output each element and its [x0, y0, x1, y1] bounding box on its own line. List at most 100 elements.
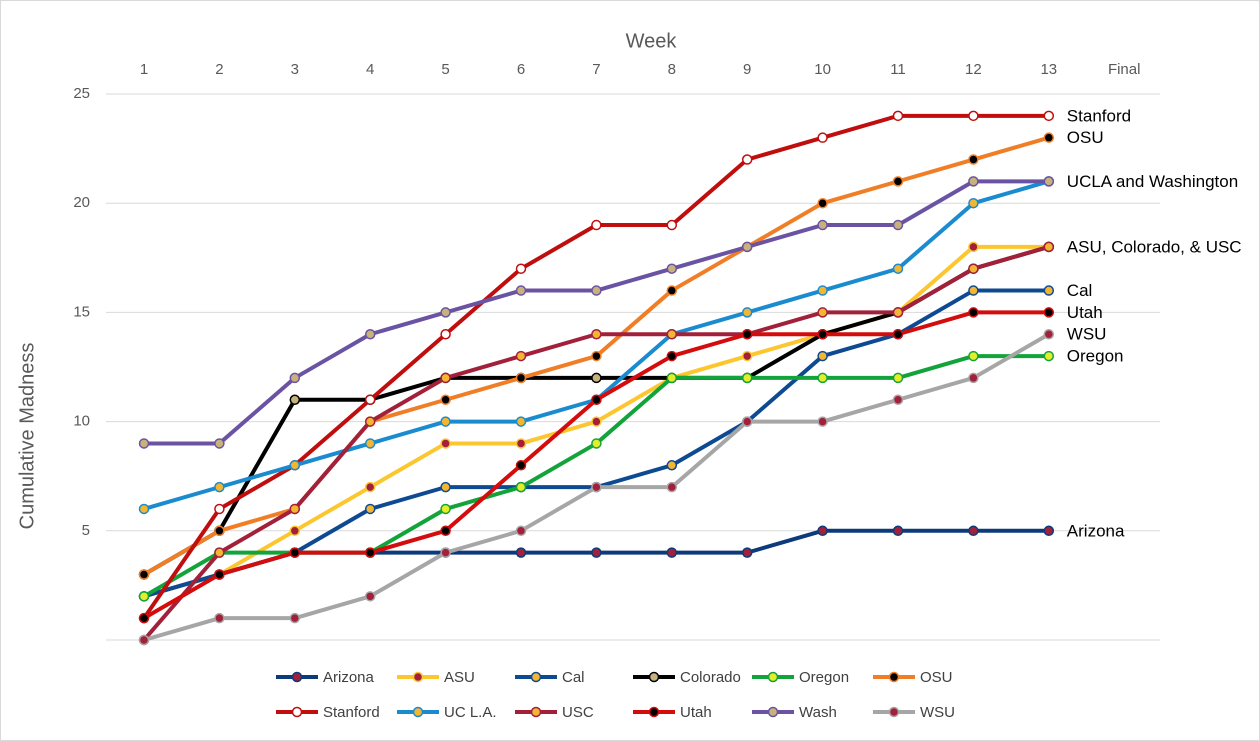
data-point: [1043, 285, 1055, 296]
data-point: [817, 132, 828, 143]
legend-label: Arizona: [323, 669, 375, 686]
data-point: [138, 634, 150, 646]
data-point: [214, 547, 225, 558]
legend-marker: [530, 706, 542, 718]
data-point: [440, 438, 451, 449]
data-point: [892, 176, 904, 187]
y-tick-label: 15: [73, 303, 90, 320]
data-point: [741, 328, 753, 340]
series-end-label: WSU: [1067, 325, 1107, 344]
legend-item: UC L.A.: [397, 704, 497, 721]
data-point: [440, 307, 451, 318]
data-point: [892, 219, 904, 231]
data-point: [741, 416, 753, 427]
data-point: [289, 394, 301, 406]
data-point: [440, 394, 451, 406]
legend-item: Utah: [633, 704, 712, 721]
legend-item: Stanford: [276, 704, 380, 721]
legend-marker: [412, 706, 424, 718]
data-point: [892, 328, 904, 340]
legend-label: UC L.A.: [444, 704, 497, 721]
data-point: [591, 372, 602, 384]
data-point: [591, 219, 602, 231]
data-point: [666, 350, 678, 362]
data-point: [515, 263, 527, 274]
data-point: [968, 525, 979, 537]
legend-item: WSU: [873, 704, 955, 721]
legend-item: Cal: [515, 669, 585, 686]
data-point: [892, 307, 904, 318]
data-point: [440, 328, 451, 340]
legend-label: Utah: [680, 704, 712, 721]
data-point: [968, 372, 979, 384]
data-point: [591, 328, 602, 340]
legend-label: Stanford: [323, 704, 380, 721]
data-point: [817, 350, 828, 362]
data-point: [817, 219, 828, 231]
data-point: [289, 525, 301, 537]
series-end-label: Utah: [1067, 303, 1103, 322]
data-point: [214, 438, 225, 449]
legend-item: Colorado: [633, 669, 741, 686]
data-point: [138, 612, 150, 624]
data-point: [364, 394, 376, 406]
x-tick-label: 7: [592, 61, 600, 78]
data-point: [214, 612, 225, 624]
series-end-label: Stanford: [1067, 106, 1131, 125]
data-point: [591, 394, 602, 406]
data-point: [817, 372, 828, 384]
data-point: [515, 416, 527, 427]
series-end-label: Cal: [1067, 281, 1093, 300]
legend-marker: [767, 706, 779, 718]
legend-label: ASU: [444, 669, 475, 686]
data-point: [1043, 110, 1055, 122]
data-point: [515, 547, 527, 558]
data-point: [1043, 307, 1055, 318]
data-point: [1043, 525, 1055, 537]
y-tick-label: 25: [73, 85, 90, 102]
legend-marker: [888, 706, 900, 718]
data-point: [364, 438, 376, 449]
series-end-label: Arizona: [1067, 521, 1125, 540]
legend-item: OSU: [873, 669, 953, 686]
data-point: [817, 197, 828, 209]
data-point: [968, 110, 979, 122]
data-point: [1043, 350, 1055, 362]
data-point: [214, 503, 225, 515]
legend-marker: [412, 671, 424, 683]
data-point: [666, 481, 678, 493]
data-point: [364, 503, 376, 515]
data-point: [892, 394, 904, 406]
data-point: [968, 307, 979, 318]
x-tick-label: 5: [441, 61, 449, 78]
legend-marker: [648, 671, 660, 683]
data-point: [515, 350, 527, 362]
series-end-label: OSU: [1067, 128, 1104, 147]
data-point: [1043, 176, 1055, 187]
x-tick-label: 10: [814, 61, 831, 78]
data-point: [1043, 132, 1055, 143]
legend-label: OSU: [920, 669, 953, 686]
data-point: [591, 350, 602, 362]
data-point: [591, 481, 602, 493]
data-point: [364, 591, 376, 602]
data-point: [968, 241, 979, 253]
data-point: [741, 372, 753, 384]
data-point: [138, 591, 150, 602]
x-axis-title: Week: [626, 30, 678, 52]
data-point: [440, 372, 451, 384]
data-point: [138, 569, 150, 580]
data-point: [968, 350, 979, 362]
data-point: [741, 307, 753, 318]
data-point: [968, 285, 979, 296]
x-tick-label: 4: [366, 61, 374, 78]
data-point: [666, 372, 678, 384]
data-point: [968, 263, 979, 274]
data-point: [289, 460, 301, 471]
legend-item: Oregon: [752, 669, 849, 686]
data-point: [591, 285, 602, 296]
legend-label: USC: [562, 704, 594, 721]
data-point: [817, 525, 828, 537]
data-point: [892, 525, 904, 537]
